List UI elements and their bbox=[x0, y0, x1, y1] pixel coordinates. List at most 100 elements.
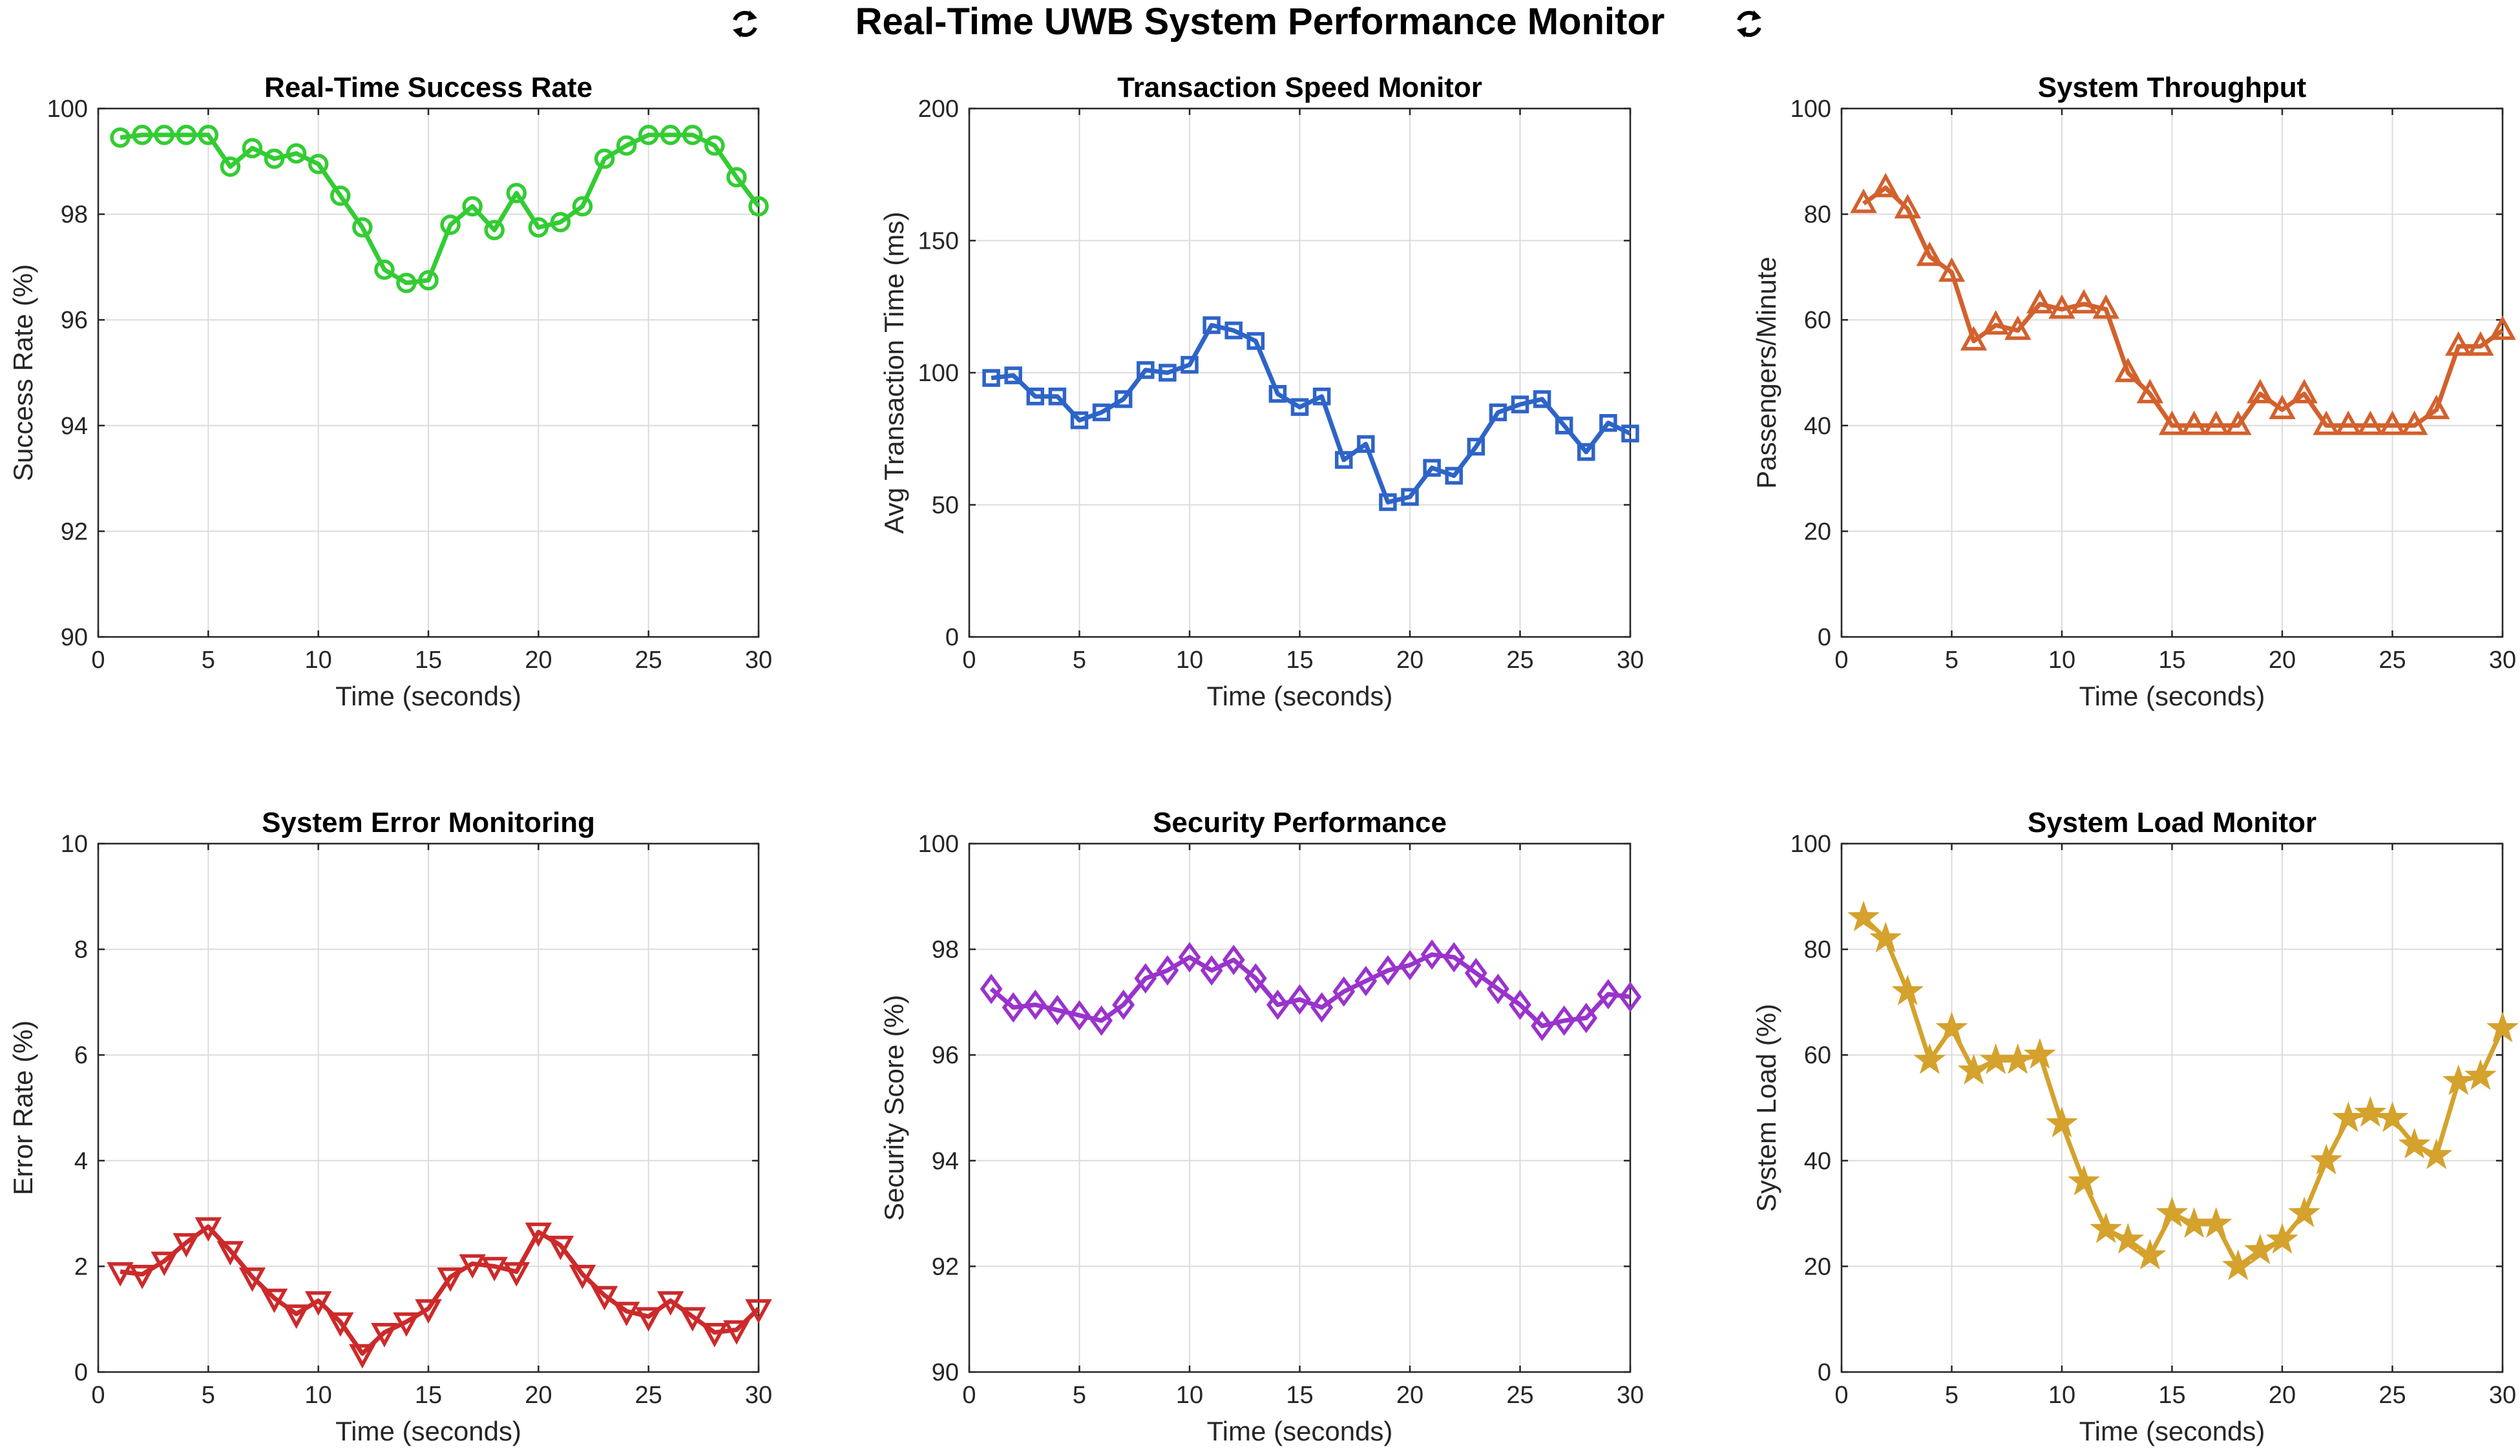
data-point bbox=[440, 214, 461, 235]
y-tick-label: 100 bbox=[1790, 831, 1831, 858]
data-point bbox=[1577, 442, 1595, 461]
data-point bbox=[1048, 388, 1067, 406]
x-tick-label: 25 bbox=[635, 1382, 662, 1409]
y-axis-label: System Load (%) bbox=[1751, 1004, 1781, 1212]
y-axis-label: Error Rate (%) bbox=[8, 1021, 38, 1196]
data-point bbox=[679, 1307, 706, 1332]
x-tick-label: 15 bbox=[1286, 647, 1313, 674]
x-tick-label: 0 bbox=[962, 647, 976, 674]
y-tick-label: 20 bbox=[1804, 1253, 1831, 1280]
x-tick-label: 10 bbox=[305, 1382, 332, 1409]
x-tick-label: 30 bbox=[1617, 647, 1644, 674]
y-tick-label: 60 bbox=[1804, 1042, 1831, 1069]
y-tick-label: 94 bbox=[61, 413, 88, 440]
data-point bbox=[151, 1251, 178, 1276]
y-axis-label: Security Score (%) bbox=[879, 995, 909, 1221]
data-point bbox=[352, 217, 373, 238]
data-point bbox=[173, 1232, 200, 1258]
data-point bbox=[1332, 976, 1356, 1007]
data-point bbox=[326, 1312, 354, 1337]
data-point bbox=[2221, 1249, 2254, 1280]
x-tick-label: 20 bbox=[1396, 1382, 1423, 1409]
x-tick-label: 10 bbox=[2048, 1382, 2075, 1409]
data-point bbox=[1423, 459, 1441, 477]
x-tick-label: 30 bbox=[745, 1382, 772, 1409]
data-point bbox=[1244, 963, 1267, 994]
data-point bbox=[1178, 942, 1201, 973]
data-point bbox=[1847, 900, 1880, 931]
data-point bbox=[591, 1285, 618, 1311]
x-tick-label: 15 bbox=[2158, 1382, 2185, 1409]
x-axis-label: Time (seconds) bbox=[2079, 681, 2265, 711]
x-tick-label: 0 bbox=[962, 1382, 976, 1409]
data-point bbox=[2357, 410, 2384, 435]
series-line bbox=[991, 322, 1632, 504]
data-point bbox=[1869, 921, 1902, 953]
data-point bbox=[2354, 1096, 2387, 1127]
y-tick-label: 100 bbox=[47, 96, 88, 123]
x-tick-label: 10 bbox=[1176, 1382, 1203, 1409]
y-tick-label: 0 bbox=[945, 624, 959, 651]
data-point bbox=[1068, 1000, 1091, 1031]
data-point bbox=[723, 1320, 750, 1345]
data-point bbox=[1982, 310, 2010, 335]
data-point bbox=[484, 220, 505, 240]
data-point bbox=[1181, 355, 1199, 374]
data-point bbox=[572, 196, 593, 217]
data-point bbox=[129, 1265, 156, 1289]
data-point bbox=[2026, 289, 2053, 314]
data-point bbox=[308, 154, 329, 174]
data-point bbox=[1531, 1010, 1554, 1041]
data-point bbox=[1312, 388, 1331, 406]
x-tick-label: 15 bbox=[2158, 647, 2185, 674]
data-point bbox=[1246, 332, 1265, 350]
data-point bbox=[1621, 424, 1639, 442]
y-tick-label: 0 bbox=[1818, 624, 1831, 651]
data-point bbox=[2243, 1233, 2276, 1265]
data-point bbox=[1850, 189, 1877, 213]
data-point bbox=[656, 1291, 684, 1316]
x-tick-label: 30 bbox=[2489, 1382, 2516, 1409]
data-point bbox=[2004, 315, 2032, 340]
data-point bbox=[1288, 984, 1311, 1015]
data-point bbox=[1024, 989, 1047, 1021]
data-point bbox=[1467, 437, 1486, 456]
data-point bbox=[2400, 410, 2428, 435]
data-point bbox=[745, 1299, 772, 1324]
y-tick-label: 98 bbox=[61, 202, 88, 229]
x-tick-label: 0 bbox=[91, 1382, 105, 1409]
data-point bbox=[1222, 944, 1245, 975]
data-point bbox=[260, 1288, 288, 1313]
x-tick-label: 15 bbox=[415, 647, 442, 674]
data-point bbox=[2114, 357, 2142, 382]
data-point bbox=[2420, 1138, 2453, 1169]
x-tick-label: 5 bbox=[1945, 1382, 1958, 1409]
data-point bbox=[1137, 361, 1155, 379]
data-point bbox=[418, 270, 439, 291]
x-tick-label: 15 bbox=[1286, 1382, 1313, 1409]
data-point bbox=[1575, 1003, 1598, 1034]
y-tick-label: 40 bbox=[1804, 1148, 1831, 1175]
y-tick-label: 8 bbox=[74, 937, 88, 964]
x-tick-label: 20 bbox=[2269, 1382, 2296, 1409]
y-tick-label: 50 bbox=[932, 492, 959, 519]
x-tick-label: 5 bbox=[202, 647, 215, 674]
data-point bbox=[2266, 1223, 2298, 1254]
data-point bbox=[2046, 1107, 2078, 1138]
data-point bbox=[1935, 1012, 1968, 1043]
data-point bbox=[1511, 395, 1529, 413]
data-point bbox=[503, 1262, 530, 1287]
data-point bbox=[1357, 435, 1375, 453]
x-tick-label: 10 bbox=[1176, 647, 1203, 674]
data-point bbox=[1486, 973, 1509, 1004]
data-point bbox=[304, 1291, 332, 1316]
y-tick-label: 100 bbox=[918, 360, 959, 387]
data-point bbox=[1401, 488, 1419, 506]
data-point bbox=[2112, 1223, 2145, 1254]
y-tick-label: 90 bbox=[61, 624, 88, 651]
data-point bbox=[1290, 398, 1309, 416]
y-tick-label: 20 bbox=[1804, 518, 1831, 545]
data-point bbox=[1442, 942, 1465, 973]
data-point bbox=[569, 1265, 596, 1289]
